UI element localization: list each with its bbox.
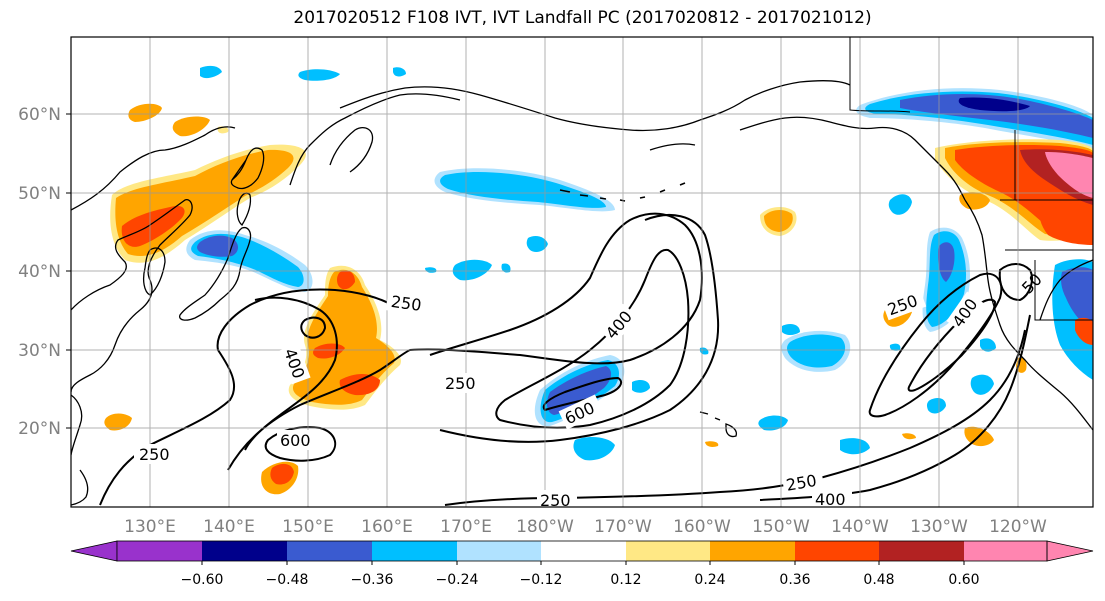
shading-patch	[926, 398, 946, 414]
shading-patch	[197, 235, 238, 257]
shading-patch	[298, 69, 340, 81]
shading-patch	[958, 97, 1030, 112]
ivt-pc-shading	[104, 65, 1093, 495]
shading-patch	[501, 263, 511, 273]
lon-label: 150°W	[752, 517, 810, 537]
shading-patch	[938, 242, 955, 282]
colorbar-tick-label: 0.60	[948, 572, 979, 588]
shading-patch	[1045, 152, 1093, 198]
shading-patch	[902, 433, 916, 440]
lat-label: 60°N	[18, 105, 61, 125]
colorbar-tick-label: −0.36	[351, 572, 394, 588]
colorbar: −0.60 −0.48 −0.36 −0.24 −0.12 0.12 0.24 …	[70, 540, 1094, 588]
lon-label: 120°W	[989, 517, 1047, 537]
shading-patch	[200, 65, 222, 79]
colorbar-bin	[457, 541, 541, 561]
lon-label: 130°E	[124, 517, 176, 537]
shading-patch	[336, 270, 355, 290]
colorbar-bin	[287, 541, 372, 561]
shading-patch	[270, 463, 294, 485]
shading-patch	[440, 171, 606, 208]
figure-title: 2017020512 F108 IVT, IVT Landfall PC (20…	[293, 8, 872, 28]
colorbar-bin	[202, 541, 287, 561]
colorbar-bin	[795, 541, 879, 561]
shading-patch	[526, 236, 548, 252]
colorbar-tick-label: 0.12	[610, 572, 641, 588]
lon-label: 160°E	[361, 517, 413, 537]
colorbar-tick-label: −0.60	[181, 572, 224, 588]
contour-label: 250	[445, 374, 476, 393]
shading-patch	[452, 259, 492, 281]
shading-patch	[292, 269, 395, 405]
latitude-labels: 60°N 50°N 40°N 30°N 20°N	[18, 105, 61, 439]
colorbar-bin	[117, 541, 202, 561]
colorbar-extend-low	[70, 540, 118, 562]
lat-label: 30°N	[18, 341, 61, 361]
shading-patch	[121, 205, 185, 247]
lat-label: 20°N	[18, 419, 61, 439]
lon-label: 150°E	[282, 517, 334, 537]
lon-label: 130°W	[910, 517, 968, 537]
map-frame	[70, 36, 1094, 508]
contour-label: 250	[390, 292, 423, 315]
lon-label: 140°E	[203, 517, 255, 537]
colorbar-bin	[372, 541, 457, 561]
colorbar-bin	[541, 541, 626, 561]
lon-label: 170°W	[594, 517, 652, 537]
shading-patch	[172, 116, 210, 137]
shading-patch	[339, 374, 380, 396]
shading-patch	[900, 94, 1093, 138]
contour-label: 600	[280, 431, 311, 450]
contour-label: 250	[139, 445, 170, 464]
colorbar-bin	[626, 541, 710, 561]
lon-label: 180°W	[516, 517, 574, 537]
shading-patch	[980, 338, 996, 352]
colorbar-tick-label: −0.12	[520, 572, 563, 588]
colorbar-bin	[710, 541, 795, 561]
shading-patch	[1039, 202, 1093, 245]
shading-patch	[840, 438, 870, 455]
lon-label: 160°W	[673, 517, 731, 537]
shading-patch	[787, 334, 846, 368]
shading-patch	[705, 441, 719, 447]
shading-patch	[889, 343, 901, 351]
shading-patch	[970, 374, 994, 395]
coastlines	[71, 37, 1093, 506]
lon-label: 170°E	[440, 517, 492, 537]
shading-patch	[764, 210, 793, 232]
contour-label: 250	[540, 491, 571, 510]
longitude-labels: 130°E 140°E 150°E 160°E 170°E 180°W 170°…	[124, 517, 1047, 537]
shading-patch	[104, 413, 132, 431]
colorbar-bin	[964, 541, 1047, 561]
shading-patch	[573, 437, 615, 461]
colorbar-tick-label: 0.48	[863, 572, 894, 588]
shading-patch	[1061, 267, 1093, 330]
colorbar-tick-label: 0.24	[694, 572, 725, 588]
graticule	[71, 37, 1093, 507]
shading-patch	[782, 324, 800, 335]
colorbar-extend-high	[1046, 540, 1094, 562]
colorbar-tick-label: 0.36	[779, 572, 810, 588]
shading-patch	[888, 194, 912, 215]
lat-ticks	[66, 113, 71, 429]
contour-label: 400	[815, 490, 846, 509]
lat-label: 50°N	[18, 184, 61, 204]
shading-patch	[959, 192, 990, 210]
shading-patch	[1075, 317, 1093, 345]
colorbar-bin	[879, 541, 964, 561]
shading-patch	[546, 366, 612, 415]
lat-label: 40°N	[18, 262, 61, 282]
shading-patch	[128, 103, 162, 122]
colorbar-tick-label: −0.24	[436, 572, 479, 588]
shading-patch	[393, 67, 406, 77]
lon-label: 140°W	[831, 517, 889, 537]
shading-patch	[632, 380, 650, 393]
colorbar-tick-label: −0.48	[266, 572, 309, 588]
